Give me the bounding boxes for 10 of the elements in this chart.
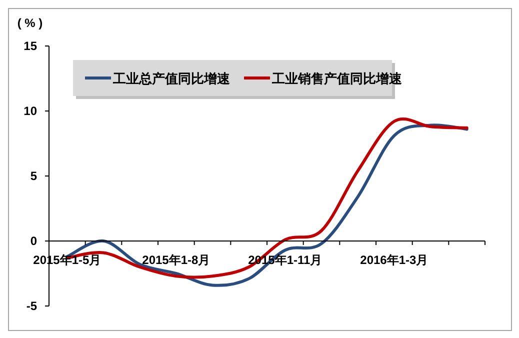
y-tick-label: 5 (30, 169, 38, 183)
x-tick-label: 2016年1-3月 (360, 253, 428, 267)
y-tick-label: 10 (24, 104, 38, 118)
y-axis-title: ( % ) (17, 16, 43, 30)
y-tick-label: 0 (30, 234, 38, 248)
legend-label: 工业总产值同比增速 (112, 71, 231, 86)
y-tick-label: 15 (24, 39, 38, 53)
legend-label: 工业销售产值同比增速 (271, 71, 403, 86)
x-tick-label: 2015年1-8月 (142, 253, 210, 267)
y-tick-label: -5 (26, 299, 38, 313)
